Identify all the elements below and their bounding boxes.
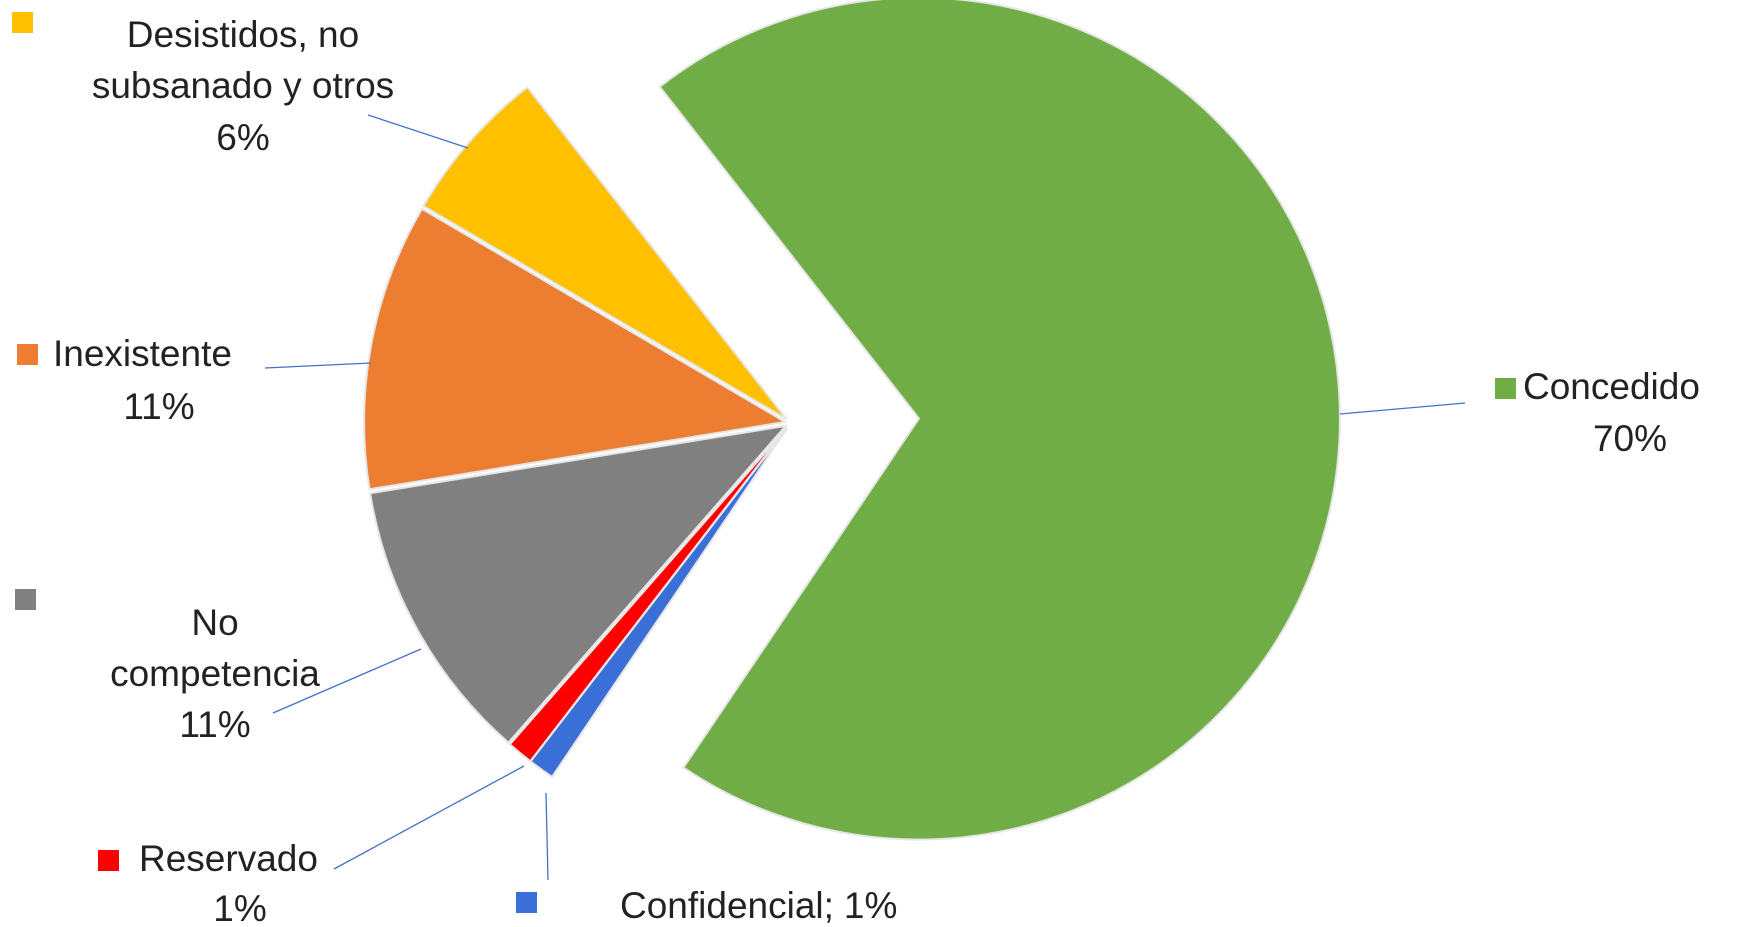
chart: Concedido70%Confidencial;1%Reservado1%No… (0, 0, 1741, 927)
label-swatch (17, 344, 38, 365)
leader-line (334, 766, 524, 869)
value-label: 11% (123, 386, 194, 427)
label-swatch (12, 12, 33, 33)
data-label-category: Confidencial;1% (620, 885, 897, 926)
label-swatch (98, 850, 119, 871)
data-label-category: Concedido (1523, 366, 1700, 407)
category-text: Confidencial; (620, 885, 834, 926)
value-label: 11% (179, 704, 250, 745)
data-label-category-line: No (191, 602, 238, 643)
value-label: 70% (1593, 418, 1667, 459)
leader-line (546, 793, 548, 880)
label-swatch (516, 892, 537, 913)
leader-line (1340, 403, 1465, 414)
leader-line (265, 363, 371, 368)
leader-line (368, 115, 468, 148)
label-swatch (15, 589, 36, 610)
data-label-category-line: subsanado y otros (92, 65, 394, 106)
label-swatch (1495, 378, 1516, 399)
data-label-category-line: Desistidos, no (127, 14, 359, 55)
data-label-category: Inexistente (53, 333, 232, 374)
data-label-category-line: competencia (110, 653, 320, 694)
data-label-category: Reservado (139, 838, 318, 879)
value-label: 6% (216, 117, 269, 158)
value-label: 1% (844, 885, 897, 926)
value-label: 1% (213, 888, 266, 927)
